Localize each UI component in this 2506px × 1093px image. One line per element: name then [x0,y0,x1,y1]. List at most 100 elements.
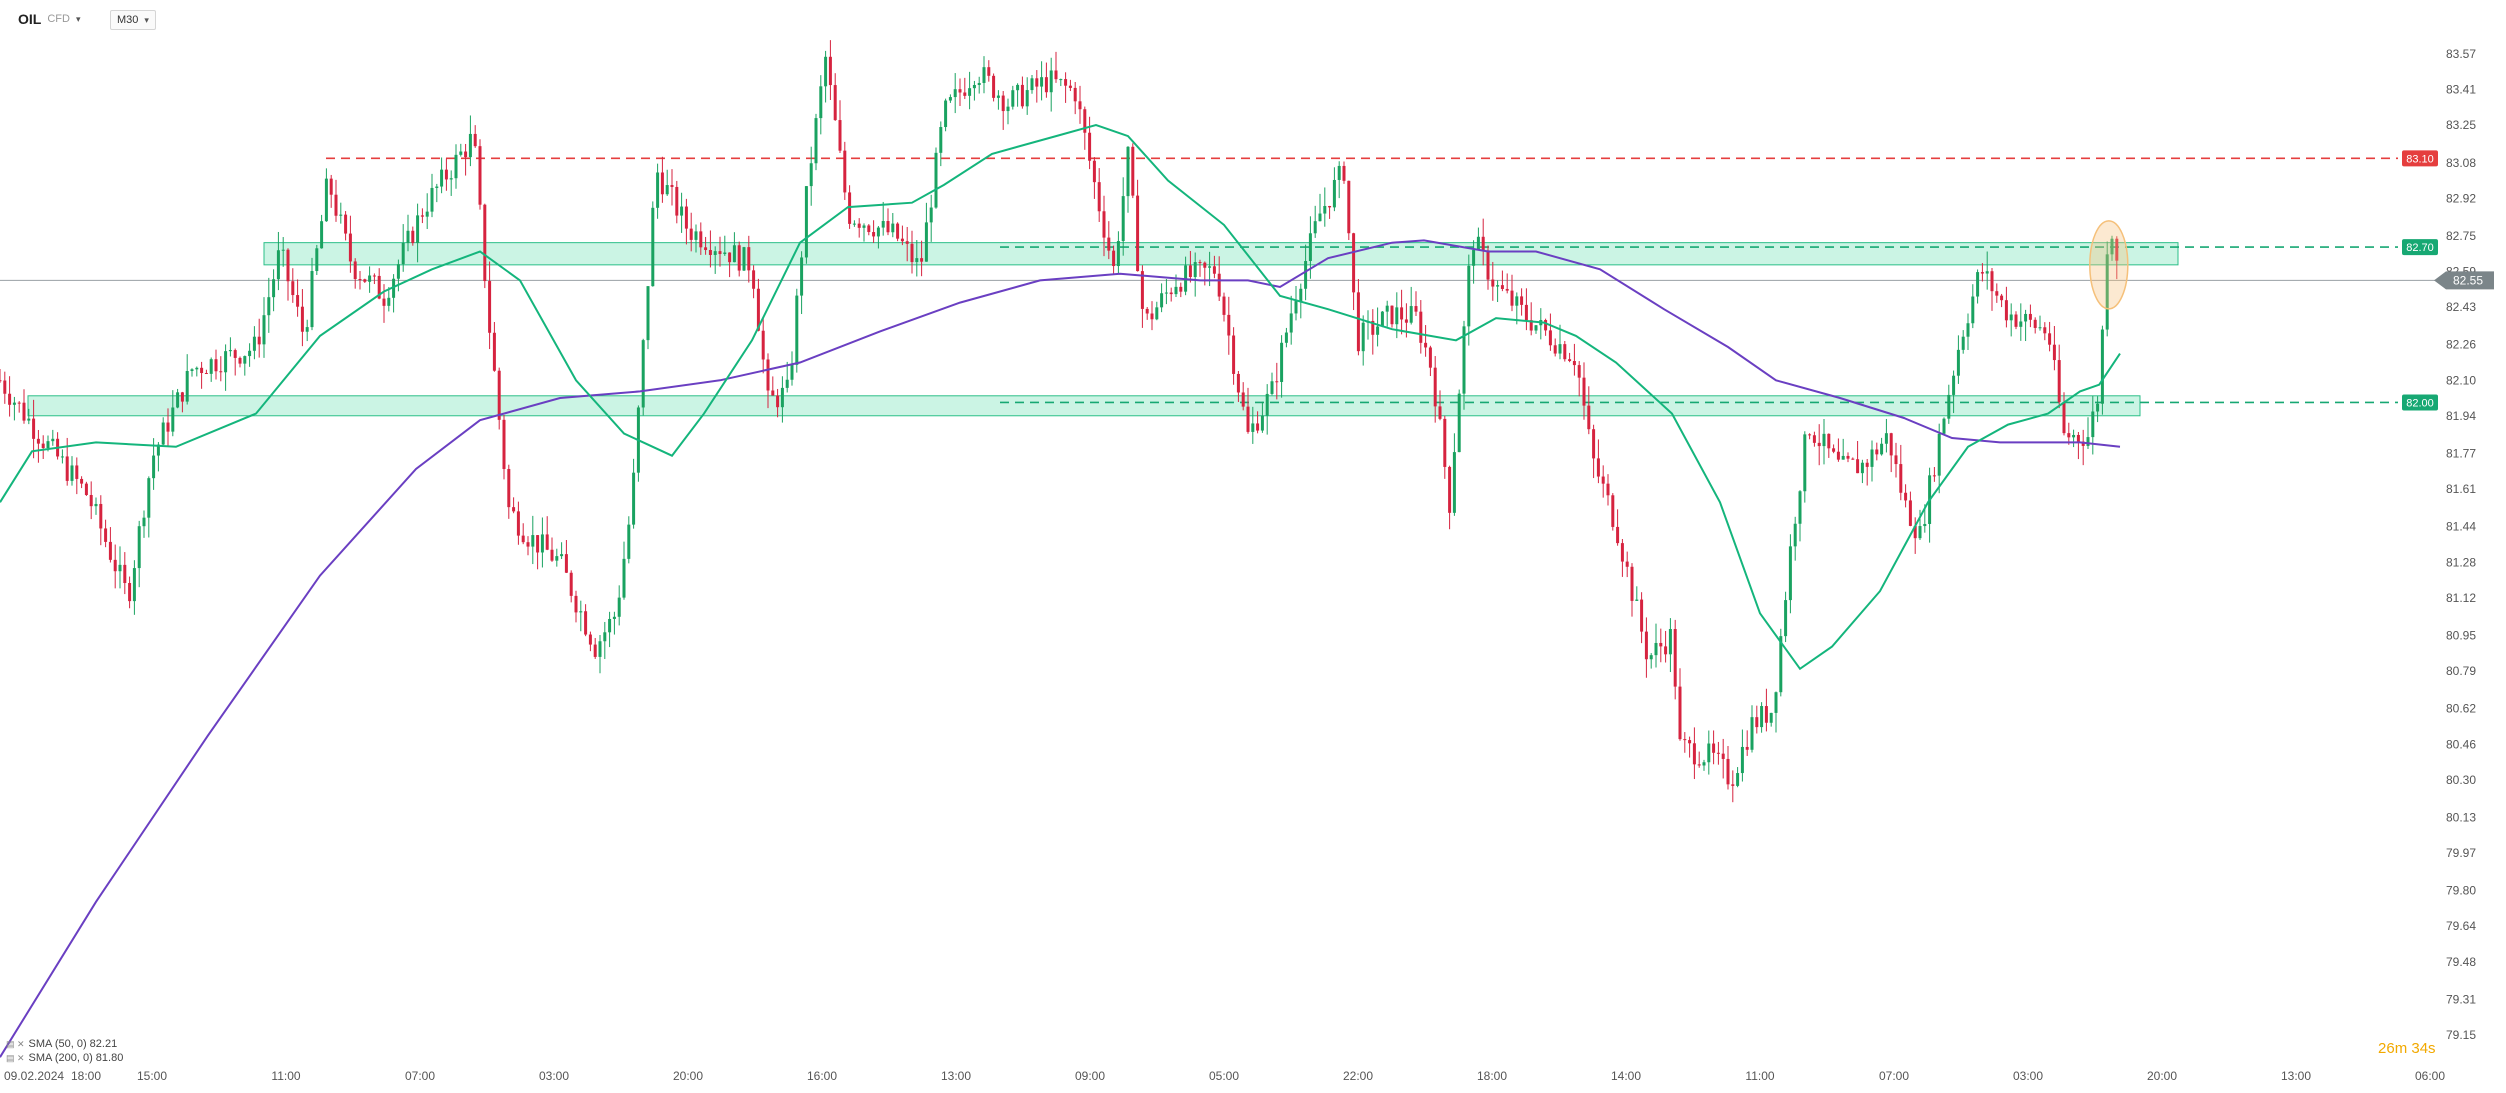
candle-body [1419,311,1423,343]
candle-body [555,556,559,561]
candle-body [1150,313,1154,320]
candle-body [766,359,770,391]
candle-body [444,169,448,180]
candle-body [190,369,194,372]
candle-body [1356,292,1360,352]
x-tick-label: 03:00 [2013,1069,2043,1083]
candlestick-series [0,40,2119,803]
indicator-settings-icon[interactable]: ▤ ✕ [6,1038,25,1049]
x-tick-label: 14:00 [1611,1069,1641,1083]
candle-body [1457,393,1461,453]
candle-body [1227,314,1231,336]
candle-body [2009,314,2013,321]
candle-body [1558,344,1562,354]
candle-body [238,357,242,364]
horizontal-levels[interactable] [326,157,2398,404]
candle-body [1006,106,1010,112]
candle-body [406,230,410,244]
candle-body [536,535,540,553]
candle-body [252,336,256,351]
candle-body [291,281,295,296]
candle-body [1217,273,1221,297]
candle-body [1544,320,1548,331]
candle-body [2033,319,2037,328]
legend-sma-50[interactable]: ▤ ✕ SMA (50, 0) 82.21 [6,1038,117,1050]
candle-body [1582,377,1586,406]
candle-body [1731,784,1735,786]
candle-body [358,279,362,281]
x-tick-label: 22:00 [1343,1069,1373,1083]
candle-body [1352,233,1356,293]
candle-body [1673,629,1677,687]
candle-body [680,206,684,216]
candle-body [2038,327,2042,329]
candle-body [780,387,784,408]
candle-body [1308,233,1312,261]
candle-body [2014,314,2018,327]
candle-body [320,221,324,249]
candle-body [924,222,928,262]
candle-body [1865,462,1869,467]
candle-body [1328,205,1332,208]
candle-body [1500,285,1504,289]
candle-body [905,241,909,244]
x-tick-label: 11:00 [1745,1069,1774,1083]
candle-body [1899,464,1903,493]
candle-body [824,56,828,87]
time-axis[interactable]: 09.02.2024 18:00 15:00 11:00 07:00 03:00 20:00… [4,1069,2445,1083]
candle-body [819,86,823,119]
chevron-down-icon: ▾ [144,14,149,25]
candle-body [1774,692,1778,713]
candle-body [958,89,962,93]
candle-body [2105,254,2109,330]
candle-body [1481,236,1485,251]
candle-body [147,478,151,518]
price-axis[interactable]: 83.5783.4183.2583.0882.9282.7582.5982.43… [2446,47,2476,1042]
candle-body [372,275,376,277]
candle-body [564,554,568,573]
candle-body [996,95,1000,98]
candle-body [1323,205,1327,214]
candle-body [104,528,108,542]
legend-sma-200[interactable]: ▤ ✕ SMA (200, 0) 81.80 [6,1052,123,1064]
candle-body [848,192,852,224]
candle-body [377,275,381,299]
y-tick-label: 79.97 [2446,846,2476,860]
candle-body [118,564,122,572]
candle-body [137,526,141,569]
candle-body [1270,381,1274,394]
candle-body [776,395,780,408]
candle-body [1448,466,1452,513]
candle-body [329,178,333,195]
y-tick-label: 80.62 [2446,702,2476,716]
candle-body [1985,271,1989,274]
candle-body [468,133,472,158]
timeframe-selector[interactable]: M30 ▾ [110,10,156,30]
candle-body [608,618,612,633]
x-tick-label: 07:00 [405,1069,435,1083]
candle-body [1414,306,1418,312]
candle-body [204,373,208,375]
y-tick-label: 82.26 [2446,338,2476,352]
candle-body [75,465,79,479]
candle-body [296,295,300,307]
candle-body [1212,266,1216,274]
candle-body [392,278,396,298]
candle-body [603,632,607,642]
candle-body [1361,322,1365,352]
x-tick-label: 07:00 [1879,1069,1909,1083]
candle-body [1889,433,1893,456]
candle-body [718,251,722,255]
candle-body [972,84,976,89]
x-tick-label: 03:00 [539,1069,569,1083]
symbol-selector[interactable]: OIL CFD ▾ [18,10,80,28]
indicator-settings-icon[interactable]: ▤ ✕ [6,1052,25,1063]
y-tick-label: 81.77 [2446,447,2476,461]
candle-body [1476,236,1480,250]
candle-body [180,392,184,402]
symbol-type: CFD [47,13,70,25]
candle-body [1174,286,1178,295]
candle-body [1726,758,1730,785]
candle-body [713,251,717,255]
